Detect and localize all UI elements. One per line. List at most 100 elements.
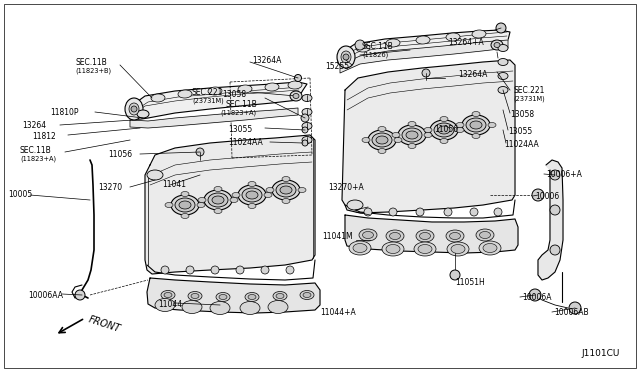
Ellipse shape: [302, 137, 312, 144]
Ellipse shape: [353, 244, 367, 253]
Circle shape: [75, 290, 85, 300]
Text: 11041: 11041: [162, 180, 186, 189]
Ellipse shape: [406, 131, 418, 139]
Polygon shape: [342, 60, 515, 213]
Ellipse shape: [498, 73, 508, 80]
Text: 13270: 13270: [98, 183, 122, 192]
Text: 11044+A: 11044+A: [320, 308, 356, 317]
Text: 13058: 13058: [510, 110, 534, 119]
Ellipse shape: [430, 120, 458, 140]
Polygon shape: [338, 30, 510, 66]
Ellipse shape: [240, 301, 260, 314]
Ellipse shape: [219, 295, 227, 299]
Circle shape: [286, 266, 294, 274]
Ellipse shape: [470, 121, 482, 129]
Ellipse shape: [179, 201, 191, 209]
Text: 11044: 11044: [158, 300, 182, 309]
Ellipse shape: [197, 202, 205, 208]
Ellipse shape: [368, 130, 396, 150]
Ellipse shape: [419, 232, 431, 240]
Circle shape: [550, 205, 560, 215]
Ellipse shape: [424, 132, 432, 138]
Text: 13055: 13055: [508, 127, 532, 136]
Ellipse shape: [188, 292, 202, 301]
Ellipse shape: [449, 232, 461, 240]
Polygon shape: [538, 160, 563, 280]
Circle shape: [302, 140, 308, 146]
Ellipse shape: [438, 126, 450, 134]
Ellipse shape: [386, 39, 400, 47]
Ellipse shape: [214, 208, 222, 214]
Text: 11812: 11812: [32, 132, 56, 141]
Ellipse shape: [282, 199, 290, 203]
Text: 13264A: 13264A: [458, 70, 488, 79]
Ellipse shape: [498, 87, 508, 93]
Text: SEC.221: SEC.221: [513, 86, 545, 95]
Ellipse shape: [293, 93, 299, 99]
Ellipse shape: [494, 42, 500, 48]
Ellipse shape: [290, 91, 302, 101]
Ellipse shape: [476, 229, 494, 241]
Ellipse shape: [248, 203, 256, 208]
Ellipse shape: [456, 128, 464, 132]
Ellipse shape: [472, 134, 480, 138]
Text: 11056: 11056: [434, 125, 458, 134]
Ellipse shape: [378, 126, 386, 131]
Text: 13270+A: 13270+A: [328, 183, 364, 192]
Ellipse shape: [248, 182, 256, 186]
Ellipse shape: [246, 191, 258, 199]
Ellipse shape: [300, 291, 314, 299]
Ellipse shape: [164, 292, 172, 298]
Circle shape: [343, 54, 349, 60]
Text: 13264A: 13264A: [252, 56, 282, 65]
Text: J1101CU: J1101CU: [582, 349, 620, 358]
Ellipse shape: [178, 90, 192, 98]
Ellipse shape: [456, 122, 464, 128]
Ellipse shape: [382, 242, 404, 256]
Ellipse shape: [451, 244, 465, 253]
Ellipse shape: [302, 94, 312, 102]
Ellipse shape: [276, 294, 284, 298]
Text: 13264: 13264: [22, 121, 46, 130]
Ellipse shape: [394, 138, 402, 142]
Ellipse shape: [447, 242, 469, 256]
Text: (11823+A): (11823+A): [20, 155, 56, 161]
Ellipse shape: [472, 30, 486, 38]
Circle shape: [211, 266, 219, 274]
Ellipse shape: [483, 244, 497, 253]
Ellipse shape: [266, 187, 274, 192]
Ellipse shape: [359, 229, 377, 241]
Ellipse shape: [378, 148, 386, 154]
Ellipse shape: [165, 202, 173, 208]
Circle shape: [389, 208, 397, 216]
Ellipse shape: [161, 291, 175, 299]
Ellipse shape: [349, 241, 371, 255]
Circle shape: [302, 127, 308, 133]
Circle shape: [422, 69, 430, 77]
Ellipse shape: [479, 241, 501, 255]
Text: FRONT: FRONT: [87, 314, 122, 334]
Circle shape: [301, 114, 309, 122]
Text: 11810P: 11810P: [50, 108, 79, 117]
Text: (23731M): (23731M): [192, 97, 224, 103]
Ellipse shape: [418, 244, 432, 253]
Circle shape: [529, 289, 541, 301]
Ellipse shape: [298, 187, 306, 192]
Ellipse shape: [171, 195, 199, 215]
Polygon shape: [147, 278, 320, 313]
Ellipse shape: [491, 40, 503, 50]
Circle shape: [416, 208, 424, 216]
Ellipse shape: [337, 46, 355, 68]
Ellipse shape: [181, 192, 189, 196]
Ellipse shape: [416, 230, 434, 242]
Text: 13058: 13058: [222, 90, 246, 99]
Ellipse shape: [347, 200, 363, 210]
Ellipse shape: [248, 295, 256, 299]
Ellipse shape: [302, 122, 312, 129]
Circle shape: [261, 266, 269, 274]
Ellipse shape: [372, 133, 392, 147]
Ellipse shape: [208, 193, 228, 207]
Text: 11024AA: 11024AA: [504, 140, 539, 149]
Text: 10006AA: 10006AA: [28, 291, 63, 300]
Ellipse shape: [446, 33, 460, 41]
